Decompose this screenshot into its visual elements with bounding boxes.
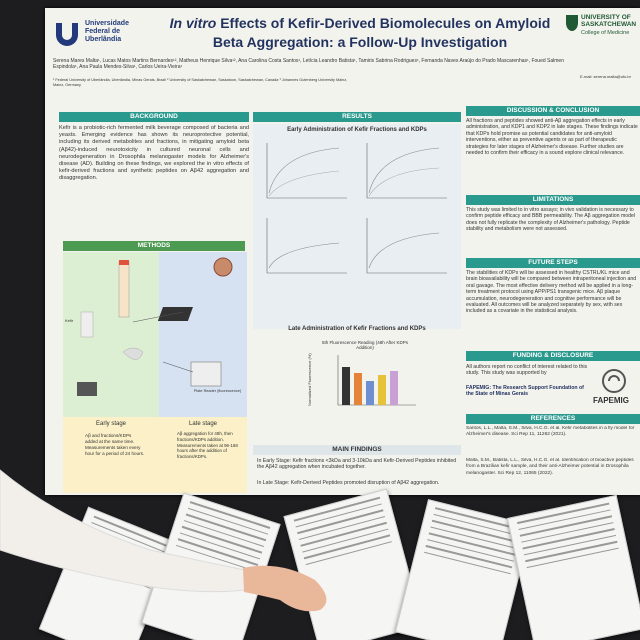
- plate-reader-label: Plate Reader (fluorescence): [193, 389, 242, 393]
- early-graphs: [266, 143, 447, 274]
- ufu-logo: [56, 23, 78, 46]
- results-early-panel: [253, 124, 461, 329]
- title-italic: In vitro: [169, 15, 217, 31]
- background-text: Kefir is a probiotic-rich fermented milk…: [59, 125, 249, 182]
- findings-heading: MAIN FINDINGS: [253, 445, 461, 455]
- early-stage-text: Aβ and fractions/KDPs added at the same …: [85, 433, 145, 456]
- references-heading: REFERENCES: [466, 414, 640, 424]
- results-late-title: Late Administration of Kefir Fractions a…: [288, 326, 426, 332]
- reference-1: Santos, L.L., Malta, S.M., Silva, H.C.G.…: [466, 426, 635, 438]
- methods-panel-late: [159, 252, 247, 417]
- late-stage-box: [159, 417, 247, 493]
- university-left: Universidade Federal de Uberlândia: [85, 20, 129, 43]
- authors: Serena Mares Malta¹, Lucas Matos Martins…: [53, 58, 564, 71]
- findings-2: In Late Stage: Kefir-Derived Peptides pr…: [257, 480, 440, 486]
- findings-1: In Early Stage: Kefir fractions <3kDa an…: [257, 458, 457, 471]
- discussion-heading: DISCUSSION & CONCLUSION: [466, 106, 640, 116]
- background-heading: BACKGROUND: [59, 112, 249, 122]
- chart-y-label: Normalized Fluorescence (%): [307, 353, 312, 406]
- limitations-heading: LIMITATIONS: [466, 195, 640, 205]
- methods-heading: METHODS: [63, 241, 245, 251]
- funder: FAPEMIG: The Research Support Foundation…: [466, 385, 584, 398]
- funding-heading: FUNDING & DISCLOSURE: [466, 351, 640, 361]
- limitations-text: This study was limited to in vitro assay…: [466, 207, 636, 233]
- university-right: UNIVERSITY OF SASKATCHEWAN: [581, 14, 637, 28]
- late-stage-title: Late stage: [188, 421, 218, 427]
- fapemig-text: FAPEMIG: [593, 396, 630, 405]
- results-early-title: Early Administration of Kefir Fractions …: [287, 127, 427, 133]
- discussion-text: All fractions and peptides showed anti-A…: [466, 118, 638, 157]
- handout[interactable]: [506, 494, 640, 640]
- usask-crest: [566, 15, 578, 31]
- affiliations: ¹ Federal University of Uberlândia, Uber…: [53, 78, 348, 87]
- future-text: The stabilities of KDPs will be assessed…: [466, 270, 637, 315]
- methods-illustration: [77, 257, 233, 396]
- poster-title: In vitro Effects of Kefir-Derived Biomol…: [155, 14, 565, 52]
- title-rest: Effects of Kefir-Derived Biomolecules on…: [212, 15, 551, 50]
- future-heading: FUTURE STEPS: [466, 258, 640, 268]
- late-bar-graph: [337, 355, 416, 406]
- funding-text: All authors report no conflict of intere…: [466, 364, 588, 377]
- late-stage-text: Aβ aggregation for 48h, then fractions/K…: [177, 431, 238, 460]
- reference-2: Malta, S.M., Batista, L.L., Silva, H.C.G…: [466, 458, 634, 476]
- fapemig-logo: [602, 369, 626, 393]
- early-stage-title: Early stage: [95, 421, 126, 427]
- email: E-mail: serena.malta@ufu.br: [580, 74, 631, 79]
- presenter-arm: [0, 469, 327, 612]
- chart-title: 5th Fluorescence Reading (48h After KDPs…: [321, 340, 409, 350]
- kefir-label: Kefir: [65, 318, 74, 323]
- poster: Universidade Federal de Uberlândia In vi…: [45, 8, 640, 495]
- results-heading: RESULTS: [253, 112, 461, 122]
- college: College of Medicine: [581, 30, 630, 36]
- early-stage-box: [63, 417, 159, 493]
